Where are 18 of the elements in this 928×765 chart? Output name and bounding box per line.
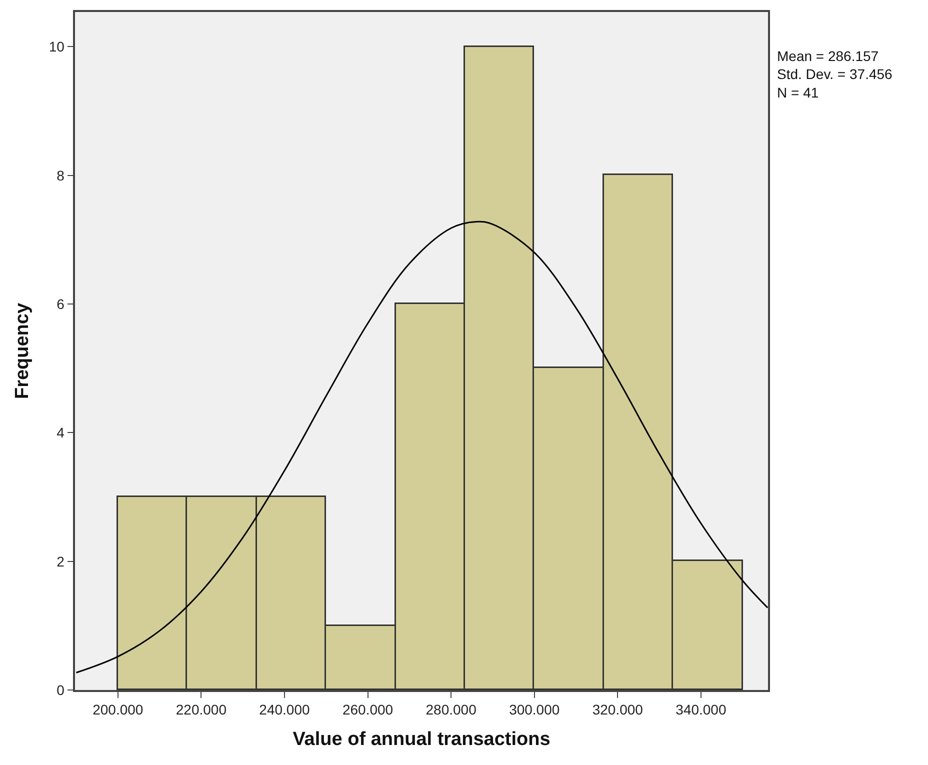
y-tick-label: 0 bbox=[56, 682, 65, 698]
x-tick-label: 320.000 bbox=[592, 702, 644, 718]
x-tick-label: 300.000 bbox=[509, 702, 560, 718]
x-tick-label: 260.000 bbox=[342, 702, 394, 718]
x-tick-label: 280.000 bbox=[426, 702, 477, 718]
x-axis-title: Value of annual transactions bbox=[292, 728, 550, 750]
x-tick-label: 200.000 bbox=[92, 702, 144, 718]
x-tick-label: 240.000 bbox=[259, 702, 310, 718]
y-tick-label: 10 bbox=[48, 38, 65, 55]
text: Mean = 286.157 Std. Dev. = 37.456 N = 41 bbox=[777, 48, 893, 100]
x-tick-label: 340.000 bbox=[676, 702, 726, 718]
x-tick-label: 220.000 bbox=[176, 702, 227, 718]
y-tick-label: 2 bbox=[56, 553, 65, 570]
y-tick-label: 4 bbox=[56, 424, 65, 441]
y-axis-title: Frequency bbox=[12, 302, 34, 400]
y-tick-label: 6 bbox=[56, 296, 65, 312]
line-series bbox=[76, 220, 768, 674]
y-tick-label: 8 bbox=[56, 167, 65, 184]
